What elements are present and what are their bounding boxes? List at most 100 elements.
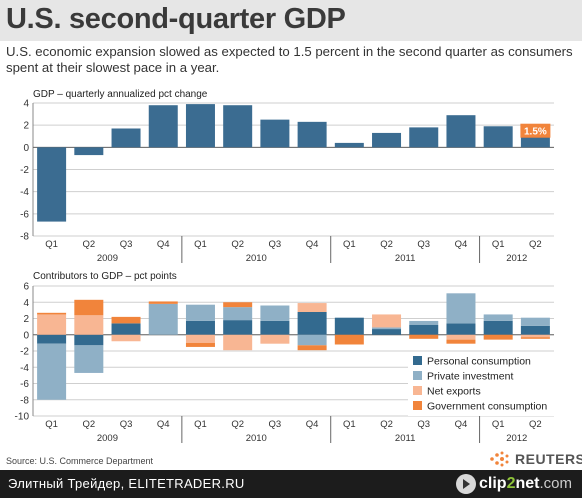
legend-swatch	[413, 386, 422, 395]
play-icon	[456, 474, 476, 494]
y-tick-label: 0	[23, 143, 29, 154]
gdp-bar	[185, 104, 215, 148]
x-tick-label: Q2	[380, 419, 393, 430]
gdp-bar	[148, 105, 178, 148]
gdp-bar	[297, 121, 327, 148]
contrib-bar-net-exports	[520, 334, 550, 338]
y-tick-label: -4	[20, 363, 29, 374]
y-tick-label: 4	[23, 99, 29, 110]
gdp-bar	[334, 142, 364, 148]
y-tick-label: 2	[23, 121, 29, 132]
x-tick-label: Q4	[306, 419, 319, 430]
reuters-brand: REUTERS	[488, 451, 582, 467]
year-label: 2009	[97, 433, 118, 444]
y-tick-label: 2	[23, 314, 29, 325]
contrib-bar-personal-consumption	[372, 329, 402, 335]
x-tick-label: Q4	[306, 239, 319, 250]
gdp-bar	[223, 105, 253, 148]
contrib-bar-net-exports	[260, 334, 290, 344]
gdp-bar	[74, 147, 104, 156]
x-tick-label: Q4	[455, 419, 468, 430]
contrib-bar-personal-consumption	[297, 312, 327, 335]
x-tick-label: Q2	[529, 419, 542, 430]
highlight-badge	[520, 123, 551, 138]
source-note: Source: U.S. Commerce Department	[6, 456, 154, 466]
y-tick-label: 4	[23, 298, 29, 309]
contrib-bar-net-exports	[111, 334, 141, 342]
title-band	[0, 0, 582, 41]
reuters-wordmark: REUTERS	[515, 451, 582, 467]
contrib-bar-government-consumption	[520, 337, 550, 339]
year-label: 2011	[395, 253, 415, 264]
x-tick-label: Q4	[157, 239, 170, 250]
x-tick-label: Q1	[492, 239, 505, 250]
legend-swatch	[413, 371, 422, 380]
contrib-bar-private-investment	[37, 343, 67, 400]
contrib-bar-private-investment	[74, 345, 104, 373]
y-tick-label: -8	[20, 395, 29, 406]
contrib-bar-private-investment	[520, 317, 550, 326]
contrib-bar-net-exports	[297, 303, 327, 312]
x-tick-label: Q1	[45, 239, 58, 250]
gdp-bar	[37, 147, 67, 222]
x-tick-label: Q1	[343, 239, 356, 250]
legend-label: Private investment	[427, 371, 513, 383]
clip2net-wordmark: clip2net.com	[479, 475, 572, 493]
year-label: 2011	[395, 433, 415, 444]
contrib-bar-government-consumption	[483, 334, 513, 340]
gdp-bar	[372, 132, 402, 148]
year-label: 2010	[246, 253, 267, 264]
legend-swatch	[413, 401, 422, 410]
x-tick-label: Q4	[455, 239, 468, 250]
contrib-bar-net-exports	[74, 315, 104, 335]
contrib-bar-personal-consumption	[520, 325, 550, 335]
contrib-bar-government-consumption	[223, 302, 253, 308]
gdp-chart-title: GDP – quarterly annualized pct change	[33, 89, 208, 100]
legend-label: Government consumption	[427, 401, 547, 413]
clip-domain: .com	[539, 475, 572, 492]
contrib-bar-government-consumption	[111, 316, 141, 324]
x-tick-label: Q3	[417, 239, 430, 250]
x-tick-label: Q3	[120, 239, 133, 250]
clip-suffix: net	[515, 475, 540, 492]
contrib-bar-personal-consumption	[334, 317, 364, 335]
x-tick-label: Q1	[45, 419, 58, 430]
contrib-bar-private-investment	[260, 305, 290, 321]
contrib-bar-net-exports	[185, 334, 215, 343]
legend-label: Personal consumption	[427, 356, 531, 368]
contrib-bar-personal-consumption	[483, 320, 513, 335]
year-label: 2012	[506, 433, 527, 444]
gdp-bar	[446, 115, 476, 148]
chart-subtitle: U.S. economic expansion slowed as expect…	[6, 44, 573, 75]
legend-label: Net exports	[427, 386, 481, 398]
x-tick-label: Q2	[231, 419, 244, 430]
x-tick-label: Q3	[269, 239, 282, 250]
year-label: 2009	[97, 253, 118, 264]
contrib-bar-net-exports	[446, 334, 476, 340]
y-tick-label: -2	[20, 347, 29, 358]
x-tick-label: Q2	[82, 239, 95, 250]
x-tick-label: Q1	[492, 419, 505, 430]
clip-prefix: clip	[479, 475, 507, 492]
gdp-bar	[111, 128, 141, 148]
charts-canvas: GDP – quarterly annualized pct change -8 -…	[14, 89, 554, 444]
legend-swatch	[413, 356, 422, 365]
clip2net-brand[interactable]: clip2net.com	[456, 474, 572, 494]
contrib-bar-personal-consumption	[446, 323, 476, 335]
gdp-bar	[260, 119, 290, 148]
footer-site-text[interactable]: Элитный Трейдер, ELITETRADER.RU	[8, 476, 245, 491]
y-tick-label: -6	[20, 379, 29, 390]
y-tick-label: 0	[23, 330, 29, 341]
contrib-bar-private-investment	[185, 304, 215, 321]
contrib-bar-private-investment	[148, 303, 178, 335]
contrib-bar-private-investment	[409, 320, 439, 325]
y-tick-label: -10	[15, 412, 30, 423]
footer-bar: Элитный Трейдер, ELITETRADER.RU clip2net…	[0, 470, 582, 498]
contrib-bar-personal-consumption	[185, 320, 215, 335]
contrib-bar-government-consumption	[37, 312, 67, 315]
x-tick-label: Q3	[269, 419, 282, 430]
x-tick-label: Q1	[343, 419, 356, 430]
contrib-bar-government-consumption	[409, 334, 439, 339]
year-label: 2012	[506, 253, 527, 264]
